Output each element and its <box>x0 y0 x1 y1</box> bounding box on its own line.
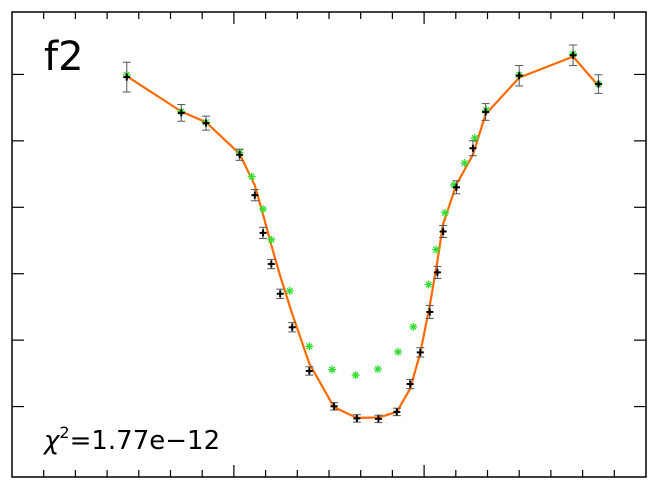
observed-point <box>594 74 603 94</box>
observed-point <box>235 148 244 161</box>
observed-point <box>267 258 276 270</box>
alternative-point <box>424 280 433 289</box>
alternative-point <box>394 347 403 356</box>
alternative-point <box>259 205 268 214</box>
observed-point <box>515 64 524 87</box>
alternative-point <box>328 365 337 374</box>
observed-point <box>276 288 285 299</box>
observed-point <box>330 402 339 411</box>
observed-point <box>202 115 211 131</box>
observed-point <box>352 414 361 423</box>
observed-point <box>374 414 383 424</box>
observed-point <box>250 189 259 202</box>
observed-point <box>288 322 297 333</box>
chi-square-annotation: χ2=1.77e−12 <box>42 423 220 456</box>
observed-point <box>569 44 578 66</box>
chi-value: =1.77e−12 <box>70 426 221 456</box>
observed-point <box>416 347 425 358</box>
alternative-point <box>470 134 479 143</box>
panel-label: f2 <box>44 34 84 80</box>
observed-point <box>433 265 442 279</box>
alternative-point <box>267 235 276 244</box>
observed-point <box>406 378 415 390</box>
chi-exponent: 2 <box>59 423 69 442</box>
observed-point <box>452 180 461 195</box>
alternative-point <box>285 287 294 295</box>
observed-point <box>468 140 477 157</box>
alternative-point <box>441 208 450 217</box>
observed-point <box>481 103 490 121</box>
observed-point <box>305 366 314 376</box>
axis-ticks <box>12 12 646 477</box>
alternative-series <box>122 49 603 380</box>
alternative-point <box>432 245 441 254</box>
observed-series <box>122 44 603 424</box>
alternative-point <box>351 371 360 380</box>
alternative-point <box>373 365 382 374</box>
observed-point <box>259 226 268 239</box>
alternative-point <box>247 172 256 181</box>
observed-point <box>392 407 401 417</box>
chi-symbol: χ <box>42 426 61 456</box>
alternative-point <box>460 159 469 168</box>
observed-point <box>425 304 434 319</box>
alternative-point <box>409 322 418 331</box>
model-curve <box>126 55 600 419</box>
plot-frame <box>11 11 647 478</box>
observed-point <box>177 104 186 122</box>
observed-point <box>122 61 131 93</box>
observed-point <box>439 224 448 239</box>
alternative-point <box>305 342 314 351</box>
